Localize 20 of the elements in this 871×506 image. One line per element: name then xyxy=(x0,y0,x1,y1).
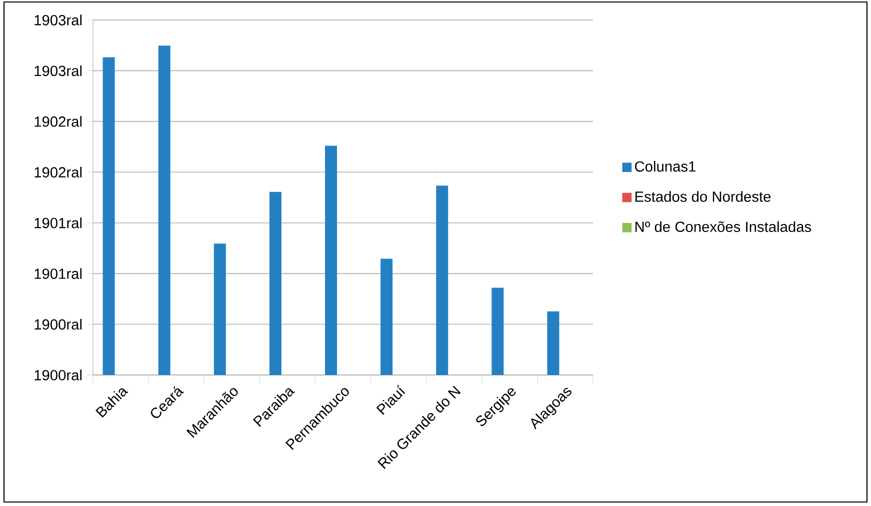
bar xyxy=(436,186,448,375)
text: 1902ral xyxy=(34,166,82,178)
bar xyxy=(325,146,337,375)
text: 1903ral xyxy=(34,65,82,76)
bar xyxy=(492,288,504,375)
bar xyxy=(158,46,170,375)
text: 1900ral xyxy=(34,370,82,380)
text: 1901ral xyxy=(34,268,82,279)
bar xyxy=(102,57,115,375)
text: 1902ral xyxy=(34,116,82,127)
legend-label: Nº de Conexões Instaladas xyxy=(635,221,812,232)
bar xyxy=(269,192,282,375)
bar xyxy=(380,258,393,375)
legend-label: Estados do Nordeste xyxy=(635,191,771,202)
bar xyxy=(214,244,226,375)
text: 1901ral xyxy=(34,217,82,228)
legend-label: Colunas1 xyxy=(635,160,696,172)
bar xyxy=(547,311,560,375)
text: 1903ral xyxy=(34,14,82,26)
text: 1900ral xyxy=(34,318,82,330)
